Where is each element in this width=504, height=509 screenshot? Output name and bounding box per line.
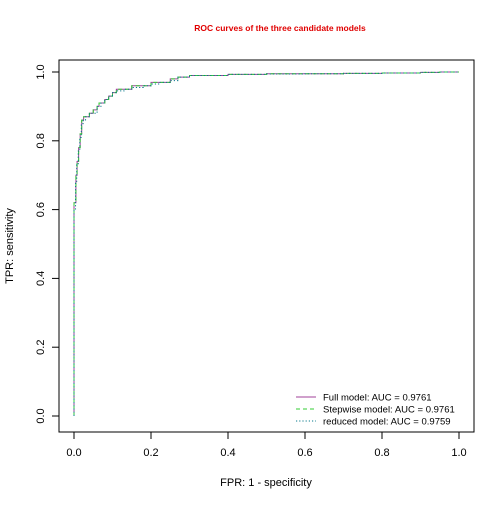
y-tick-label: 0.4 xyxy=(35,271,47,286)
y-tick-label: 0.8 xyxy=(35,133,47,148)
legend-item-stepwise: Stepwise model: AUC = 0.9761 xyxy=(323,405,455,416)
reduced-model-line xyxy=(73,71,459,416)
y-tick-label: 0.6 xyxy=(35,202,47,217)
x-tick-label: 0.0 xyxy=(66,447,81,459)
y-tick-label: 1.0 xyxy=(35,64,47,79)
legend-item-reduced: reduced model: AUC = 0.9759 xyxy=(323,417,451,428)
x-tick-label: 0.4 xyxy=(220,447,235,459)
y-axis-title: TPR: sensitivity xyxy=(4,208,16,284)
chart-title: ROC curves of the three candidate models xyxy=(194,23,366,33)
legend-item-full: Full model: AUC = 0.9761 xyxy=(323,393,432,404)
x-tick-label: 0.8 xyxy=(374,447,389,459)
series-lines xyxy=(73,71,459,416)
x-axis-title: FPR: 1 - specificity xyxy=(220,477,312,489)
y-tick-label: 0.2 xyxy=(35,340,47,355)
y-tick-label: 0.0 xyxy=(35,408,47,423)
x-axis: 0.0 0.2 0.4 0.6 0.8 1.0 xyxy=(66,431,467,459)
y-axis: 0.0 0.2 0.4 0.6 0.8 1.0 xyxy=(35,64,60,424)
x-tick-label: 0.6 xyxy=(297,447,312,459)
x-tick-label: 1.0 xyxy=(451,447,466,459)
full-model-line xyxy=(73,71,459,416)
stepwise-model-line xyxy=(73,71,459,416)
plot-frame xyxy=(58,59,475,433)
x-tick-label: 0.2 xyxy=(143,447,158,459)
